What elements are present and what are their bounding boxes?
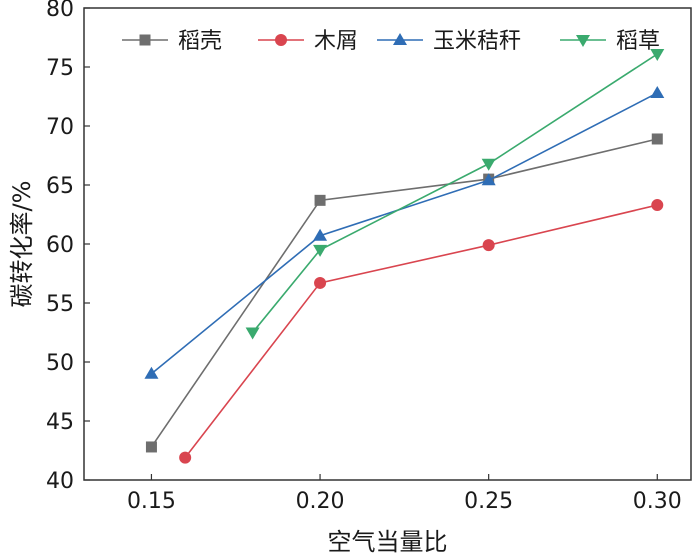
y-tick-label: 80: [46, 0, 74, 22]
legend-label: 玉米秸秆: [433, 29, 521, 54]
x-tick-label: 0.15: [127, 489, 176, 514]
data-point: [481, 158, 496, 171]
y-tick-label: 75: [46, 56, 74, 81]
y-tick-label: 60: [46, 233, 74, 258]
x-tick-labels: 0.15 0.20 0.25 0.30: [127, 489, 682, 514]
legend-marker: [139, 34, 151, 46]
legend-marker: [393, 33, 407, 45]
data-point: [179, 451, 192, 464]
data-point: [313, 244, 328, 257]
legend: 稻壳 木屑 玉米秸秆 稻草: [122, 29, 660, 54]
y-tick-label: 70: [46, 115, 74, 140]
legend-label: 稻草: [616, 29, 660, 54]
legend-entry-2: 玉米秸秆: [377, 29, 521, 54]
y-tick-labels: 40 45 50 55 60 65 70 75 80: [46, 0, 74, 494]
legend-label: 稻壳: [178, 29, 222, 54]
legend-marker: [275, 34, 287, 46]
axis-ticks: [84, 7, 658, 481]
y-axis-label: 碳转化率/%: [8, 181, 36, 308]
data-point: [145, 441, 157, 453]
x-tick-label: 0.20: [296, 489, 345, 514]
data-point: [245, 327, 260, 340]
data-point: [650, 85, 665, 98]
x-tick-label: 0.30: [633, 489, 682, 514]
legend-entry-3: 稻草: [560, 29, 660, 54]
series-layer: [144, 49, 665, 464]
series-0: [145, 133, 663, 453]
series-line: [184, 204, 658, 459]
x-axis-label: 空气当量比: [328, 528, 448, 556]
data-point: [144, 366, 159, 379]
data-point: [651, 199, 664, 212]
data-point: [314, 276, 327, 289]
data-point: [650, 49, 665, 62]
data-point: [313, 228, 328, 241]
series-1: [179, 199, 664, 464]
y-tick-label: 50: [46, 351, 74, 376]
legend-entry-0: 稻壳: [122, 29, 222, 54]
y-tick-label: 40: [46, 469, 74, 494]
legend-marker: [576, 35, 590, 47]
y-tick-label: 65: [46, 174, 74, 199]
data-point: [482, 239, 495, 252]
series-line: [150, 138, 658, 448]
data-point: [314, 194, 326, 206]
data-point: [651, 133, 663, 145]
plot-frame: [83, 7, 692, 481]
series-line: [251, 53, 658, 334]
data-point: [481, 173, 496, 186]
series-3: [245, 49, 665, 340]
y-tick-label: 55: [46, 292, 74, 317]
series-line: [150, 92, 658, 375]
x-tick-label: 0.25: [464, 489, 513, 514]
legend-entry-1: 木屑: [258, 29, 358, 54]
series-2: [144, 85, 665, 379]
y-tick-label: 45: [46, 410, 74, 435]
legend-label: 木屑: [314, 29, 358, 54]
